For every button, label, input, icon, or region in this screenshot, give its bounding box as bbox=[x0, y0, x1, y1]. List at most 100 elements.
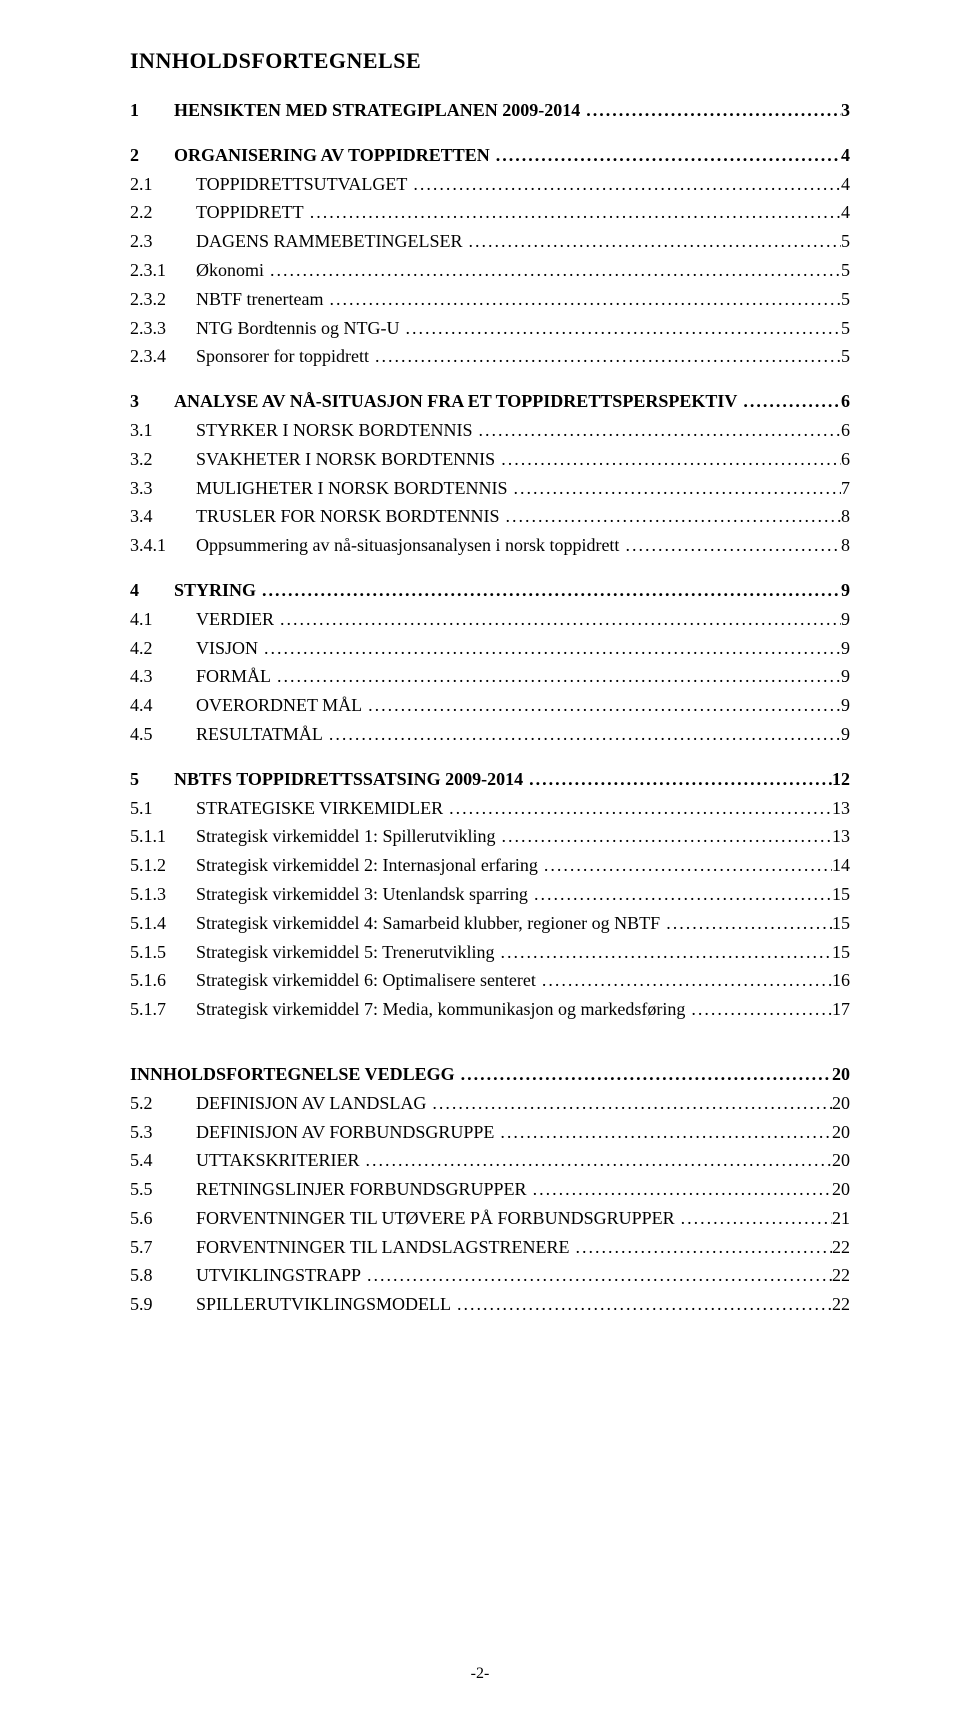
toc-section-page: 4 bbox=[841, 141, 850, 170]
toc-row: 3.3MULIGHETER I NORSK BORDTENNIS........… bbox=[130, 474, 850, 503]
toc-subsection-page: 9 bbox=[841, 634, 850, 663]
toc-subsubsection-text: Økonomi bbox=[196, 256, 264, 285]
toc-appendix-heading-text: INNHOLDSFORTEGNELSE VEDLEGG bbox=[130, 1060, 455, 1089]
toc-subsubsection-number: 2.3.2 bbox=[130, 285, 196, 314]
toc-subsubsection-number: 5.1.3 bbox=[130, 880, 196, 909]
toc-subsection-number: 4.3 bbox=[130, 662, 196, 691]
toc-subsubsection-text: Strategisk virkemiddel 5: Trenerutviklin… bbox=[196, 938, 494, 967]
toc-leader: ........................................… bbox=[451, 1290, 832, 1319]
toc-leader: ........................................… bbox=[304, 198, 841, 227]
toc-appendix-item-text: UTVIKLINGSTRAPP bbox=[196, 1261, 361, 1290]
toc-row: 2.1TOPPIDRETTSUTVALGET..................… bbox=[130, 170, 850, 199]
toc-row: 2.2TOPPIDRETT...........................… bbox=[130, 198, 850, 227]
toc-section-number: 4 bbox=[130, 576, 174, 605]
toc-leader: ........................................… bbox=[523, 765, 832, 794]
toc-subsection-number: 4.1 bbox=[130, 605, 196, 634]
toc-row: 3.4.1Oppsummering av nå-situasjonsanalys… bbox=[130, 531, 850, 560]
toc-row: 3.1STYRKER I NORSK BORDTENNIS...........… bbox=[130, 416, 850, 445]
toc-subsection-number: 2.3 bbox=[130, 227, 196, 256]
toc-subsection-text: VERDIER bbox=[196, 605, 274, 634]
toc-leader: ........................................… bbox=[527, 1175, 832, 1204]
toc-body: 1HENSIKTEN MED STRATEGIPLANEN 2009-2014.… bbox=[130, 96, 850, 1319]
toc-subsubsection-page: 17 bbox=[832, 995, 850, 1024]
toc-subsubsection-number: 2.3.1 bbox=[130, 256, 196, 285]
toc-subsection-text: TOPPIDRETTSUTVALGET bbox=[196, 170, 407, 199]
toc-subsection-page: 9 bbox=[841, 691, 850, 720]
toc-appendix-item-text: UTTAKSKRITERIER bbox=[196, 1146, 360, 1175]
toc-subsection-text: OVERORDNET MÅL bbox=[196, 691, 362, 720]
toc-row: 3.4TRUSLER FOR NORSK BORDTENNIS.........… bbox=[130, 502, 850, 531]
toc-appendix-item-number: 5.5 bbox=[130, 1175, 196, 1204]
toc-subsubsection-text: NTG Bordtennis og NTG-U bbox=[196, 314, 399, 343]
toc-row: 3ANALYSE AV NÅ-SITUASJON FRA ET TOPPIDRE… bbox=[130, 387, 850, 416]
toc-subsection-page: 9 bbox=[841, 605, 850, 634]
toc-section-text: NBTFS TOPPIDRETTSSATSING 2009-2014 bbox=[174, 765, 523, 794]
toc-leader: ........................................… bbox=[443, 794, 832, 823]
toc-section-number: 1 bbox=[130, 96, 174, 125]
toc-section-text: STYRING bbox=[174, 576, 256, 605]
toc-subsection-number: 5.1 bbox=[130, 794, 196, 823]
toc-subsubsection-number: 2.3.4 bbox=[130, 342, 196, 371]
toc-leader: ........................................… bbox=[538, 851, 832, 880]
toc-subsubsection-number: 3.4.1 bbox=[130, 531, 196, 560]
toc-row: 5NBTFS TOPPIDRETTSSATSING 2009-2014.....… bbox=[130, 765, 850, 794]
toc-section-text: HENSIKTEN MED STRATEGIPLANEN 2009-2014 bbox=[174, 96, 580, 125]
toc-group-gap bbox=[130, 560, 850, 576]
toc-row: 5.1.2Strategisk virkemiddel 2: Internasj… bbox=[130, 851, 850, 880]
toc-row: 5.1.1Strategisk virkemiddel 1: Spillerut… bbox=[130, 822, 850, 851]
toc-subsection-text: DAGENS RAMMEBETINGELSER bbox=[196, 227, 463, 256]
toc-appendix-item-text: FORVENTNINGER TIL LANDSLAGSTRENERE bbox=[196, 1233, 570, 1262]
toc-appendix-item-text: DEFINISJON AV LANDSLAG bbox=[196, 1089, 426, 1118]
toc-subsubsection-number: 5.1.6 bbox=[130, 966, 196, 995]
toc-appendix-item-text: SPILLERUTVIKLINGSMODELL bbox=[196, 1290, 451, 1319]
toc-subsubsection-text: NBTF trenerteam bbox=[196, 285, 323, 314]
toc-row: 4.2VISJON...............................… bbox=[130, 634, 850, 663]
toc-subsubsection-number: 2.3.3 bbox=[130, 314, 196, 343]
toc-row: 5.5RETNINGSLINJER FORBUNDSGRUPPER.......… bbox=[130, 1175, 850, 1204]
toc-leader: ........................................… bbox=[675, 1204, 832, 1233]
toc-subsection-page: 7 bbox=[841, 474, 850, 503]
toc-row: 5.1.7Strategisk virkemiddel 7: Media, ko… bbox=[130, 995, 850, 1024]
toc-leader: ........................................… bbox=[362, 691, 841, 720]
toc-subsection-page: 5 bbox=[841, 227, 850, 256]
toc-subsection-number: 4.2 bbox=[130, 634, 196, 663]
toc-appendix-item-page: 22 bbox=[832, 1261, 850, 1290]
toc-subsubsection-page: 5 bbox=[841, 285, 850, 314]
toc-leader: ........................................… bbox=[536, 966, 832, 995]
toc-section-number: 3 bbox=[130, 387, 174, 416]
toc-subsubsection-text: Strategisk virkemiddel 3: Utenlandsk spa… bbox=[196, 880, 528, 909]
toc-subsubsection-text: Sponsorer for toppidrett bbox=[196, 342, 369, 371]
toc-group-gap bbox=[130, 1024, 850, 1040]
toc-appendix-item-number: 5.4 bbox=[130, 1146, 196, 1175]
toc-subsection-text: FORMÅL bbox=[196, 662, 271, 691]
toc-subsubsection-number: 5.1.2 bbox=[130, 851, 196, 880]
toc-leader: ........................................… bbox=[490, 141, 841, 170]
toc-subsection-number: 3.3 bbox=[130, 474, 196, 503]
toc-subsubsection-number: 5.1.5 bbox=[130, 938, 196, 967]
toc-appendix-heading-page: 20 bbox=[832, 1060, 850, 1089]
toc-subsection-number: 3.4 bbox=[130, 502, 196, 531]
toc-subsection-page: 13 bbox=[832, 794, 850, 823]
toc-subsubsection-page: 5 bbox=[841, 314, 850, 343]
toc-row: 5.4UTTAKSKRITERIER......................… bbox=[130, 1146, 850, 1175]
toc-subsection-number: 4.4 bbox=[130, 691, 196, 720]
toc-appendix-heading-row: INNHOLDSFORTEGNELSE VEDLEGG.............… bbox=[130, 1060, 850, 1089]
page: INNHOLDSFORTEGNELSE 1HENSIKTEN MED STRAT… bbox=[0, 0, 960, 1723]
toc-subsubsection-page: 5 bbox=[841, 342, 850, 371]
toc-subsection-text: SVAKHETER I NORSK BORDTENNIS bbox=[196, 445, 495, 474]
toc-leader: ........................................… bbox=[323, 285, 841, 314]
toc-row: 5.1.3Strategisk virkemiddel 3: Utenlands… bbox=[130, 880, 850, 909]
toc-row: 2.3.2NBTF trenerteam....................… bbox=[130, 285, 850, 314]
toc-appendix-item-text: RETNINGSLINJER FORBUNDSGRUPPER bbox=[196, 1175, 527, 1204]
toc-leader: ........................................… bbox=[495, 445, 841, 474]
toc-leader: ........................................… bbox=[494, 938, 832, 967]
toc-section-text: ORGANISERING AV TOPPIDRETTEN bbox=[174, 141, 490, 170]
toc-appendix-item-number: 5.6 bbox=[130, 1204, 196, 1233]
toc-row: 5.2DEFINISJON AV LANDSLAG...............… bbox=[130, 1089, 850, 1118]
toc-appendix-item-number: 5.7 bbox=[130, 1233, 196, 1262]
toc-leader: ........................................… bbox=[494, 1118, 832, 1147]
toc-row: 4STYRING................................… bbox=[130, 576, 850, 605]
toc-leader: ........................................… bbox=[508, 474, 842, 503]
toc-row: 2.3.4Sponsorer for toppidrett...........… bbox=[130, 342, 850, 371]
toc-row: 5.3DEFINISJON AV FORBUNDSGRUPPE.........… bbox=[130, 1118, 850, 1147]
